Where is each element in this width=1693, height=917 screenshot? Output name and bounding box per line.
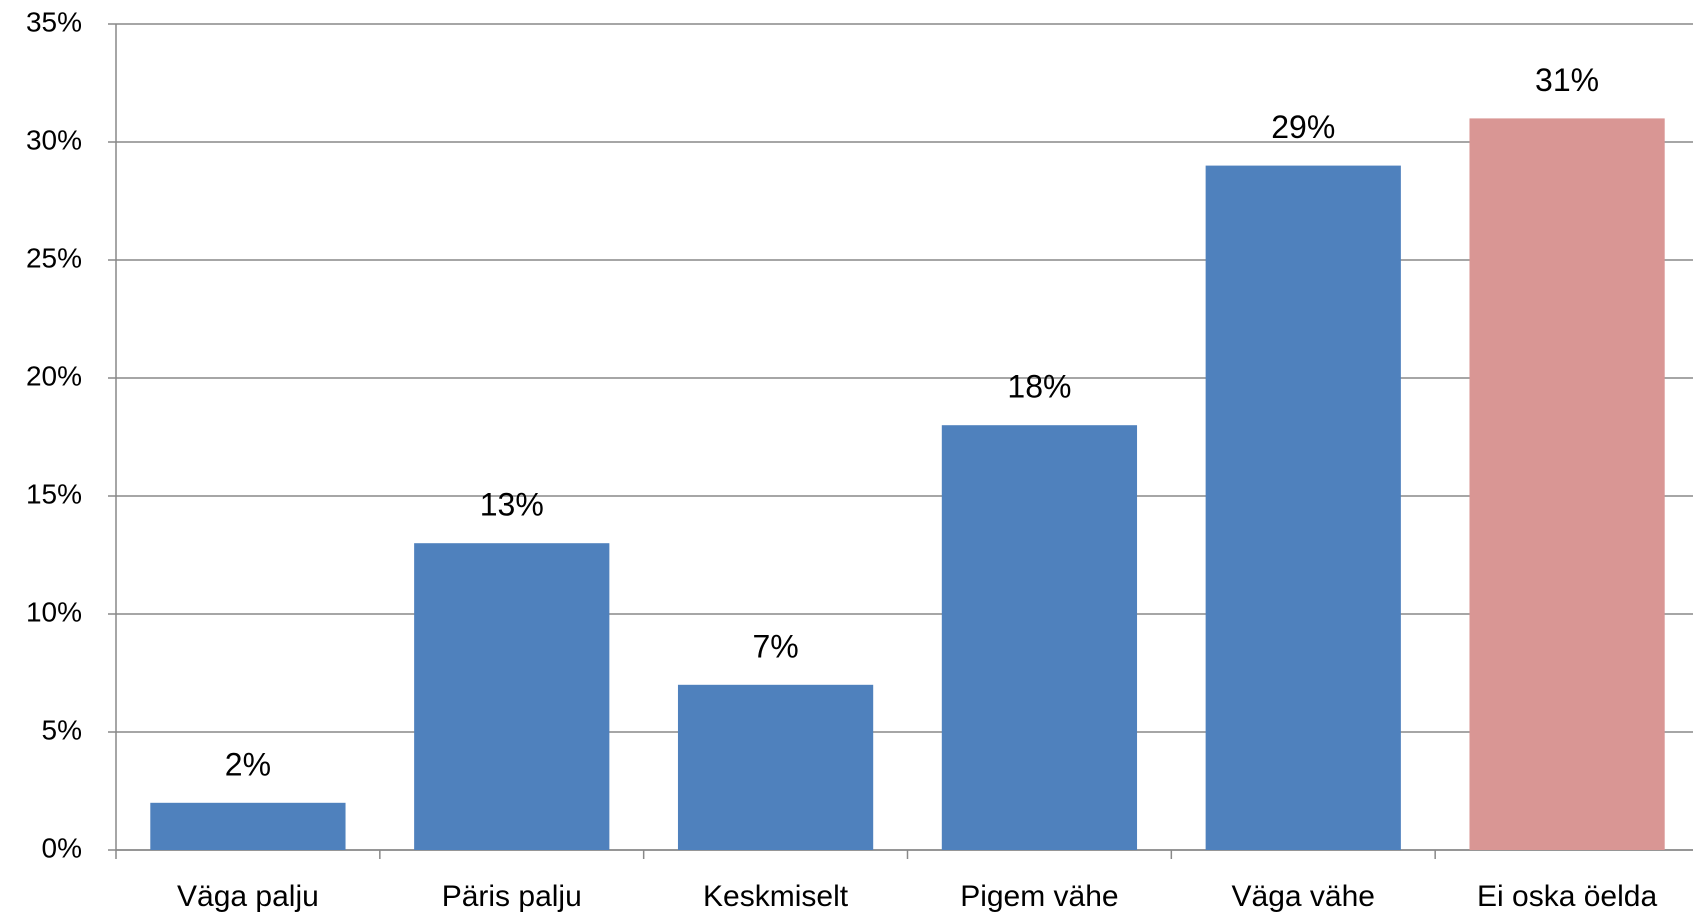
data-label: 29% — [1271, 109, 1335, 145]
data-label: 2% — [225, 746, 271, 782]
bar — [150, 802, 346, 850]
x-tick-label: Väga palju — [177, 880, 319, 913]
data-label: 13% — [480, 487, 544, 523]
y-tick-label: 5% — [42, 714, 82, 745]
data-label: 18% — [1007, 369, 1071, 405]
y-tick-label: 10% — [26, 596, 82, 627]
x-tick-label: Väga vähe — [1232, 880, 1375, 913]
y-tick-label: 25% — [26, 242, 82, 273]
y-tick-label: 30% — [26, 124, 82, 155]
bar — [677, 684, 874, 850]
y-tick-label: 35% — [26, 6, 82, 37]
bar — [1205, 165, 1401, 851]
y-tick-label: 0% — [42, 832, 82, 863]
bar — [414, 543, 610, 850]
data-label: 7% — [752, 628, 798, 664]
bar — [1469, 118, 1665, 850]
y-tick-label: 15% — [26, 478, 82, 509]
x-tick-label: Pigem vähe — [960, 880, 1118, 913]
y-tick-label: 20% — [26, 360, 82, 391]
x-tick-label: Ei oska öelda — [1477, 880, 1657, 913]
data-label: 31% — [1535, 62, 1599, 98]
x-tick-label: Keskmiselt — [703, 880, 849, 913]
bar — [941, 425, 1138, 850]
x-tick-label: Päris palju — [442, 880, 582, 913]
